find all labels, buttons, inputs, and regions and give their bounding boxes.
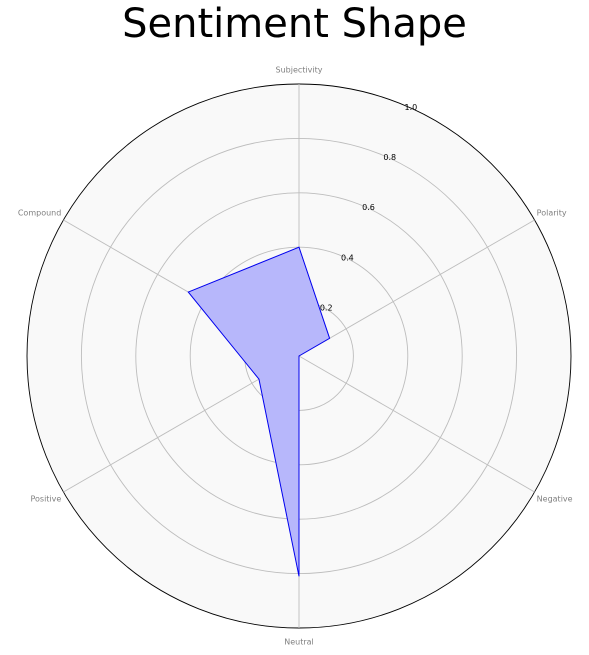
axis-label-compound: Compound bbox=[18, 209, 61, 218]
r-tick-label-1: 0.4 bbox=[341, 253, 354, 262]
axis-label-polarity: Polarity bbox=[537, 209, 567, 218]
spoke-polarity bbox=[298, 219, 535, 357]
r-tick-label-2: 0.6 bbox=[362, 203, 375, 212]
axis-label-positive: Positive bbox=[30, 495, 61, 504]
r-tick-label-4: 1.0 bbox=[405, 103, 418, 112]
data-series bbox=[187, 246, 331, 577]
axis-label-negative: Negative bbox=[537, 495, 573, 504]
chart-title: Sentiment Shape bbox=[122, 1, 467, 47]
series-polygon bbox=[187, 246, 331, 577]
r-tick-label-0: 0.2 bbox=[320, 303, 333, 312]
axis-label-subjectivity: Subjectivity bbox=[276, 66, 323, 75]
radial-tick-labels: 0.2 0.4 0.6 0.8 1.0 bbox=[320, 103, 417, 312]
r-tick-label-3: 0.8 bbox=[383, 153, 396, 162]
axis-labels: Subjectivity Polarity Negative Neutral Posit… bbox=[18, 66, 573, 647]
axis-label-neutral: Neutral bbox=[284, 638, 314, 647]
spoke-negative bbox=[298, 355, 535, 493]
